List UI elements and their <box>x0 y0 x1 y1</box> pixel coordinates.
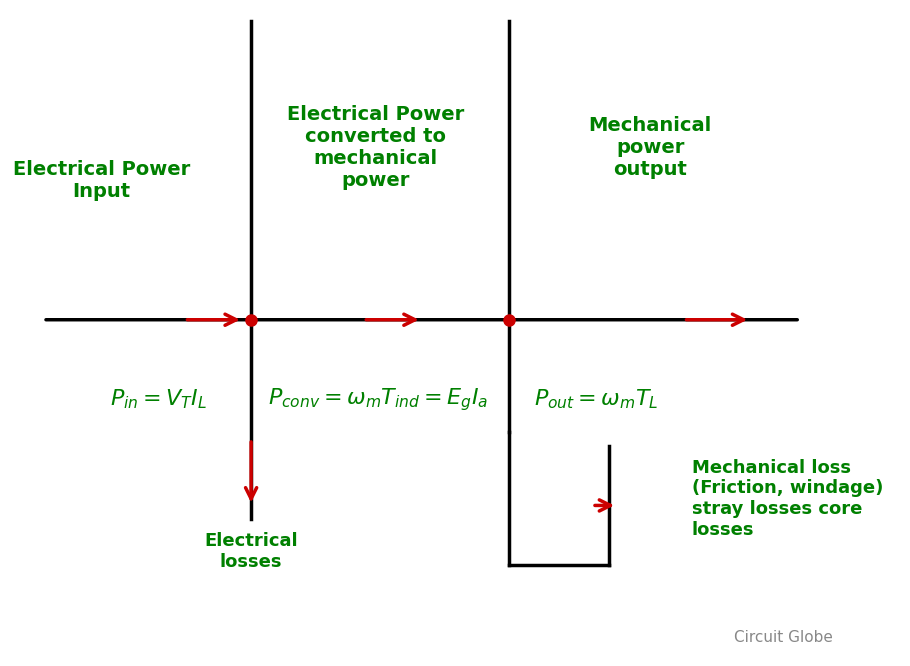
Text: Electrical Power
converted to
mechanical
power: Electrical Power converted to mechanical… <box>288 105 464 190</box>
Text: $P_{conv} = \omega_m T_{ind} = E_g I_a$: $P_{conv} = \omega_m T_{ind} = E_g I_a$ <box>268 386 488 413</box>
Text: Electrical Power
Input: Electrical Power Input <box>13 160 190 201</box>
Text: $P_{out} = \omega_m T_L$: $P_{out} = \omega_m T_L$ <box>534 388 659 411</box>
Text: Electrical
losses: Electrical losses <box>205 532 298 571</box>
Text: Mechanical
power
output: Mechanical power output <box>589 116 712 178</box>
Text: $P_{in} = V_T I_L$: $P_{in} = V_T I_L$ <box>110 388 207 411</box>
Text: Mechanical loss
(Friction, windage)
stray losses core
losses: Mechanical loss (Friction, windage) stra… <box>692 459 884 539</box>
Text: Circuit Globe: Circuit Globe <box>734 630 834 645</box>
